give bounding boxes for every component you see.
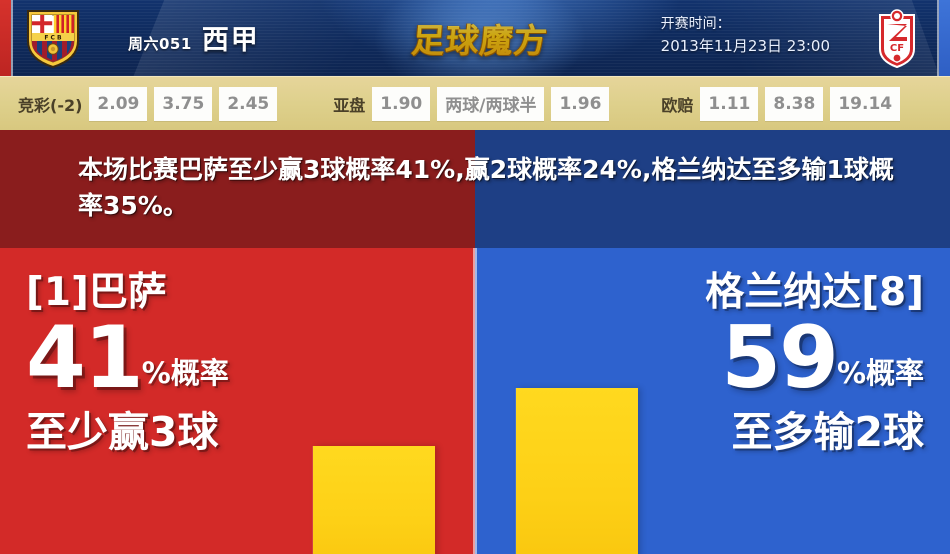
- away-team-name: 格兰纳达[8]: [705, 270, 924, 315]
- fc-barcelona-crest-icon: F C B: [27, 10, 79, 69]
- home-panel-text: [1]巴萨 41 %概率 至少赢3球: [26, 270, 229, 458]
- away-outcome-desc: 至多输2球: [731, 408, 924, 457]
- odds-group-oupei: 欧赔 1.11 8.38 19.14: [661, 86, 901, 121]
- odds-group-yapan: 亚盘 1.90 两球/两球半 1.96: [333, 86, 610, 121]
- svg-text:F C B: F C B: [44, 35, 62, 42]
- home-percent-line: 41 %概率: [26, 308, 229, 409]
- banner-text: 本场比赛巴萨至少赢3球概率41%,赢2球概率24%,格兰纳达至多输1球概率35%…: [78, 155, 894, 220]
- away-probability-bar: [516, 388, 638, 554]
- probability-panels: [1]巴萨 41 %概率 至少赢3球 格兰纳达[8] 59 %概率 至多输2球: [0, 248, 950, 554]
- header-edge-divider-right: [937, 0, 939, 76]
- match-header: F C B 周六051 西甲 足球魔方 开赛时间： 2013年11月23日 23…: [0, 0, 950, 76]
- oupei-odd-home[interactable]: 1.11: [700, 86, 759, 121]
- oupei-odd-draw[interactable]: 8.38: [765, 86, 824, 121]
- home-panel: [1]巴萨 41 %概率 至少赢3球: [0, 248, 475, 554]
- away-percent-line: 59 %概率: [705, 308, 924, 409]
- home-percent-value: 41: [26, 308, 144, 409]
- jingcai-odd-home[interactable]: 2.09: [89, 86, 148, 121]
- summary-banner: 本场比赛巴萨至少赢3球概率41%,赢2球概率24%,格兰纳达至多输1球概率35%…: [0, 130, 950, 248]
- away-percent-suffix: %概率: [836, 355, 924, 390]
- panel-divider: [473, 248, 477, 554]
- away-panel: 格兰纳达[8] 59 %概率 至多输2球: [475, 248, 950, 554]
- jingcai-label: 竞彩(-2): [18, 95, 83, 115]
- kickoff-info: 开赛时间： 2013年11月23日 23:00: [661, 14, 830, 58]
- oupei-label: 欧赔: [661, 95, 694, 115]
- kickoff-label: 开赛时间：: [660, 16, 731, 32]
- away-percent-value: 59: [721, 308, 839, 409]
- header-edge-divider-left: [11, 0, 13, 76]
- away-panel-text: 格兰纳达[8] 59 %概率 至多输2球: [705, 270, 924, 458]
- jingcai-odd-away[interactable]: 2.45: [219, 86, 278, 121]
- brand-logo: 足球魔方: [365, 0, 595, 76]
- header-edge-blue: [939, 0, 950, 76]
- yapan-handicap[interactable]: 两球/两球半: [437, 86, 545, 121]
- header-edge-red: [0, 0, 11, 76]
- odds-bar: 竞彩(-2) 2.09 3.75 2.45 亚盘 1.90 两球/两球半 1.9…: [0, 76, 950, 130]
- oupei-odd-away[interactable]: 19.14: [830, 86, 901, 121]
- kickoff-time: 2013年11月23日 23:00: [660, 37, 830, 55]
- banner-bg-red: [0, 130, 475, 248]
- banner-bg-blue: [475, 130, 950, 248]
- home-percent-suffix: %概率: [141, 355, 229, 390]
- yapan-label: 亚盘: [333, 95, 366, 115]
- match-code: 周六051: [128, 35, 192, 53]
- odds-group-jingcai: 竞彩(-2) 2.09 3.75 2.45: [18, 86, 278, 121]
- league-name: 西甲: [201, 25, 260, 56]
- yapan-odd-home[interactable]: 1.90: [372, 86, 431, 121]
- jingcai-odd-draw[interactable]: 3.75: [154, 86, 213, 121]
- match-meta: 周六051 西甲: [128, 18, 260, 57]
- home-team-name: [1]巴萨: [26, 270, 167, 315]
- yapan-odd-away[interactable]: 1.96: [551, 86, 610, 121]
- granada-cf-crest-icon: CF: [879, 9, 915, 69]
- svg-text:CF: CF: [890, 43, 904, 54]
- brand-glow: [365, 0, 595, 76]
- brand-text: 足球魔方: [410, 14, 550, 62]
- home-outcome-desc: 至少赢3球: [26, 408, 219, 457]
- home-probability-bar: [313, 446, 435, 554]
